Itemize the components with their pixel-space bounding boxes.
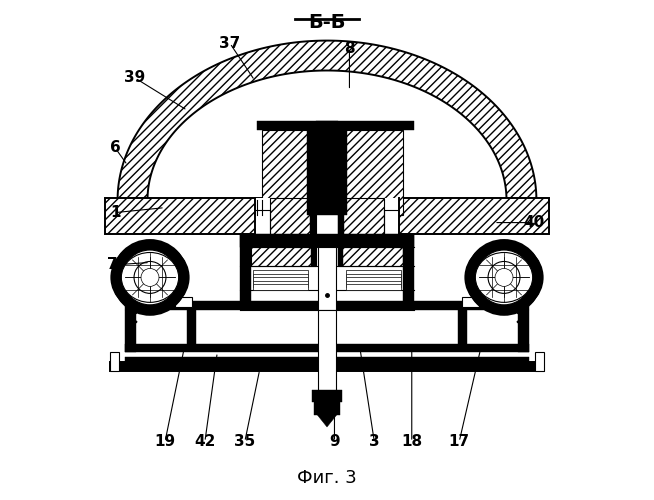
Bar: [262, 130, 316, 215]
Circle shape: [495, 268, 513, 286]
Bar: [338, 198, 344, 234]
Text: 18: 18: [401, 434, 422, 450]
Bar: [346, 270, 401, 276]
Bar: [240, 234, 250, 310]
Text: Фиг. 3: Фиг. 3: [297, 470, 357, 488]
Circle shape: [488, 262, 520, 294]
Bar: [518, 310, 529, 352]
Text: 39: 39: [124, 70, 146, 86]
Bar: [257, 122, 414, 130]
Bar: [346, 280, 401, 286]
Text: Б-Б: Б-Б: [308, 13, 346, 32]
Bar: [254, 198, 400, 234]
Bar: [338, 198, 385, 234]
Text: 19: 19: [154, 434, 175, 450]
Bar: [188, 310, 196, 347]
Text: 42: 42: [194, 434, 216, 450]
Bar: [105, 198, 549, 234]
Bar: [311, 246, 316, 266]
Bar: [307, 130, 316, 215]
Bar: [253, 280, 308, 286]
Bar: [338, 246, 404, 266]
Bar: [110, 362, 544, 371]
Bar: [110, 352, 119, 371]
Bar: [462, 298, 479, 308]
Text: 40: 40: [523, 215, 545, 230]
Circle shape: [134, 262, 166, 294]
Circle shape: [112, 240, 188, 315]
Bar: [253, 274, 308, 280]
Text: 7: 7: [107, 258, 118, 272]
Ellipse shape: [111, 242, 188, 312]
Text: 3: 3: [369, 434, 380, 450]
Bar: [316, 122, 338, 215]
Circle shape: [477, 250, 532, 305]
Text: 35: 35: [234, 434, 255, 450]
Text: 37: 37: [219, 36, 241, 51]
Bar: [318, 310, 336, 394]
Ellipse shape: [466, 242, 543, 312]
Bar: [175, 298, 192, 308]
Bar: [404, 234, 414, 310]
Polygon shape: [118, 40, 536, 200]
Bar: [125, 310, 136, 352]
Bar: [338, 130, 347, 215]
Bar: [338, 130, 403, 215]
Ellipse shape: [475, 252, 532, 302]
Circle shape: [141, 268, 159, 286]
Ellipse shape: [122, 252, 179, 302]
Text: 8: 8: [344, 40, 354, 56]
Bar: [250, 246, 316, 266]
Bar: [346, 277, 401, 283]
Text: 6: 6: [110, 140, 120, 156]
Bar: [253, 270, 308, 276]
Bar: [312, 390, 342, 402]
Bar: [310, 198, 316, 234]
Text: 1: 1: [110, 205, 120, 220]
Bar: [535, 352, 544, 371]
Bar: [125, 344, 529, 352]
Bar: [125, 301, 529, 310]
Bar: [110, 362, 544, 371]
Bar: [338, 246, 343, 266]
Bar: [346, 274, 401, 280]
Bar: [253, 277, 308, 283]
Bar: [240, 234, 414, 246]
Bar: [269, 198, 316, 234]
Bar: [253, 284, 308, 290]
Bar: [458, 310, 466, 347]
Polygon shape: [317, 414, 337, 427]
Circle shape: [466, 240, 542, 315]
Bar: [314, 400, 340, 414]
Circle shape: [122, 250, 177, 305]
Text: 9: 9: [329, 434, 340, 450]
Text: 17: 17: [449, 434, 470, 450]
Bar: [125, 357, 529, 363]
Bar: [318, 246, 336, 310]
Bar: [346, 284, 401, 290]
